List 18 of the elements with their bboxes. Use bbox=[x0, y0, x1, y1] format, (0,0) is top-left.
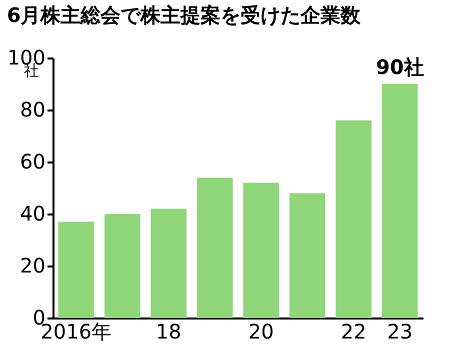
bar bbox=[289, 193, 326, 318]
bar bbox=[336, 120, 372, 318]
x-tick-label: 22 bbox=[340, 320, 366, 344]
y-tick-label: 20 bbox=[20, 254, 46, 278]
y-tick-label: 40 bbox=[20, 202, 46, 226]
chart-title: 6月株主総会で株主提案を受けた企業数 bbox=[6, 3, 362, 27]
bar bbox=[58, 222, 94, 318]
x-tick-label: 18 bbox=[156, 320, 182, 344]
bar bbox=[150, 208, 187, 318]
x-tick-label: 20 bbox=[248, 320, 274, 344]
bar bbox=[382, 84, 418, 318]
bar bbox=[104, 214, 140, 318]
bar bbox=[196, 178, 233, 318]
bar bbox=[243, 182, 280, 318]
y-tick-label: 80 bbox=[20, 98, 46, 122]
y-tick-label: 60 bbox=[20, 150, 46, 174]
data-label: 90社 bbox=[376, 55, 424, 79]
x-tick-label: 23 bbox=[387, 320, 413, 344]
